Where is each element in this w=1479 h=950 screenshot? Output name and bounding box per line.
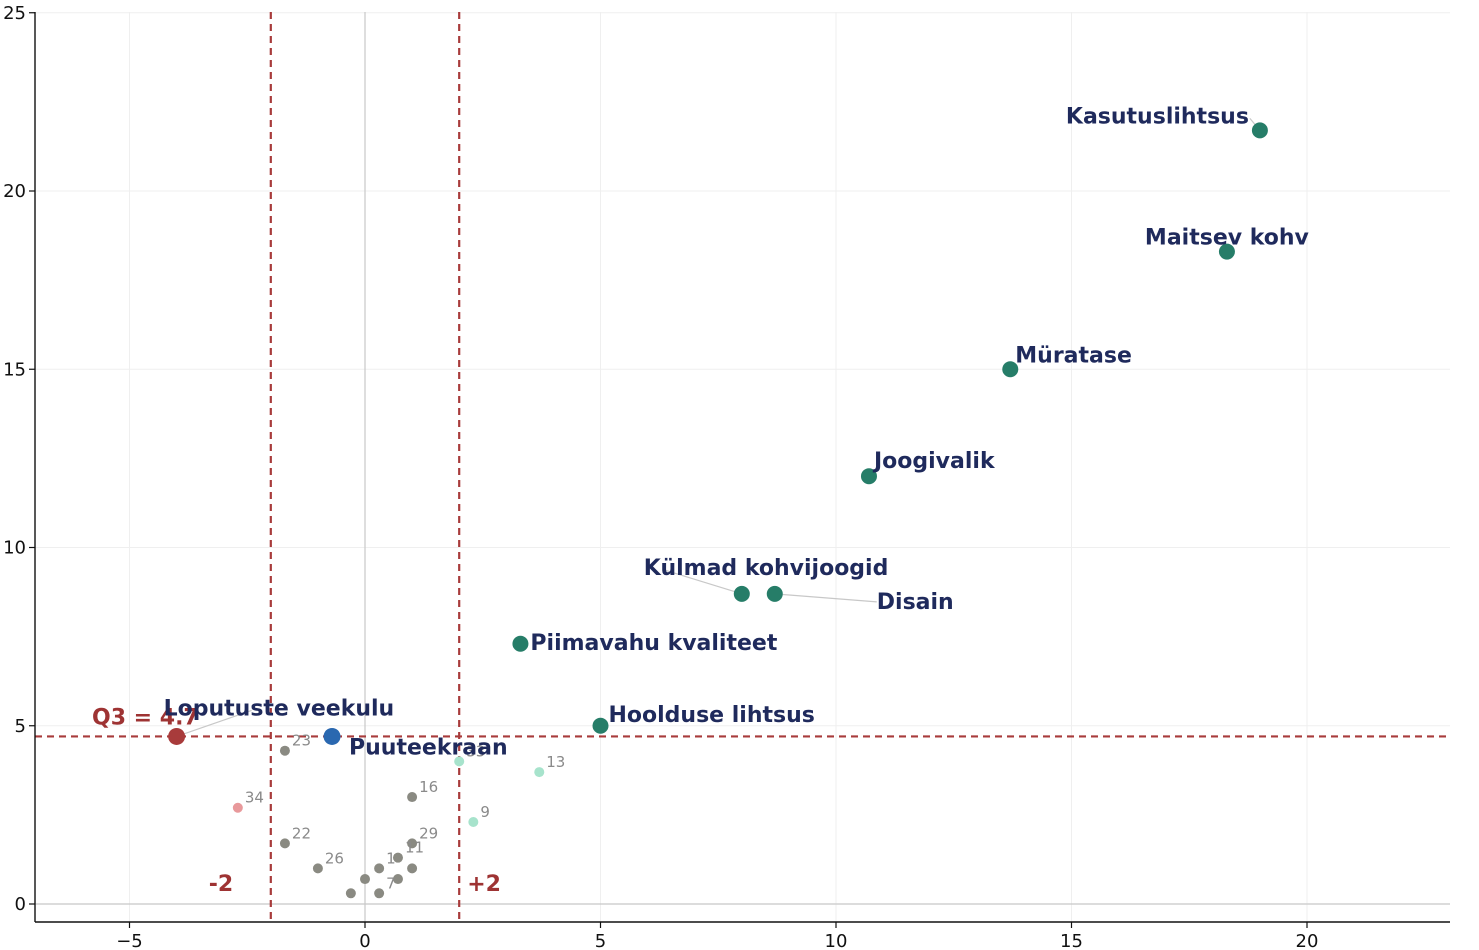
y-tick-label: 5 [15,716,26,737]
data-point [407,792,418,803]
leader-line [774,593,877,603]
highlighted-data-point [1251,122,1268,139]
point-label: Joogivalik [872,449,996,474]
point-number-label: 22 [292,824,311,842]
highlighted-data-point [766,585,783,602]
data-point [374,888,385,899]
q3-label: Q3 = 4.7 [92,705,199,730]
point-number-label: 11 [405,839,424,857]
point-label: Külmad kohvijoogid [644,556,889,581]
data-point [360,874,370,885]
point-label: Müratase [1015,343,1132,368]
data-point [534,767,545,778]
point-label: Maitsev kohv [1145,226,1310,251]
point-number-label: 34 [245,789,264,807]
data-point [279,745,290,756]
point-number-label: 26 [325,849,344,867]
point-number-label: 13 [546,753,565,771]
data-point [232,802,243,813]
x-tick-label: 15 [1060,931,1083,950]
x-tick-label: 5 [595,931,606,950]
leader-line [176,709,252,738]
y-tick-label: 10 [3,538,26,559]
highlighted-data-point [592,717,609,734]
highlighted-data-point [1218,243,1235,260]
data-point [407,863,418,874]
data-point [392,874,403,885]
data-point [279,838,290,849]
reference-lines [35,12,1450,922]
point-label: Puuteekraan [349,735,508,760]
leader-line [663,569,742,595]
data-point [374,863,385,874]
data-point [345,888,356,899]
axes: −5 0 5 10 15 20 0 5 10 15 20 25 [3,3,1450,950]
data-point [392,852,403,863]
highlighted-data-point [512,635,529,652]
highlighted-data-point [860,468,877,485]
point-label: Disain [877,590,954,615]
data-point [454,756,465,767]
x-tick-label: 10 [825,931,848,950]
x-tick-label: 0 [359,931,370,950]
point-label: Kasutuslihtsus [1066,104,1249,129]
highlighted-data-point [168,727,186,745]
point-number-label: 1 [386,849,396,867]
highlighted-data-point [1002,361,1019,378]
data-point [407,838,418,849]
threshold-label: -2 [209,872,233,897]
point-number-label: 29 [419,824,438,842]
point-number-label: 7 [386,874,396,892]
threshold-label: +2 [467,872,501,897]
point-label: Piimavahu kvaliteet [530,631,777,656]
y-tick-label: 0 [15,894,26,915]
data-points [168,122,1268,899]
y-tick-label: 15 [3,359,26,380]
point-number-label: 9 [480,803,490,821]
highlighted-data-point [323,727,341,745]
x-tick-label: 20 [1296,931,1319,950]
point-label: Hoolduse lihtsus [609,703,815,728]
data-point [312,863,323,874]
y-tick-label: 25 [3,3,26,24]
point-number-label: 16 [419,778,438,796]
grid [35,12,1450,922]
point-label: Loputuste veekulu [164,696,395,721]
point-number-label: 33 [466,742,485,760]
highlighted-data-point [733,585,750,602]
data-point [468,817,479,828]
y-tick-label: 20 [3,181,26,202]
point-number-label: 23 [292,732,311,750]
x-tick-label: −5 [116,931,143,950]
